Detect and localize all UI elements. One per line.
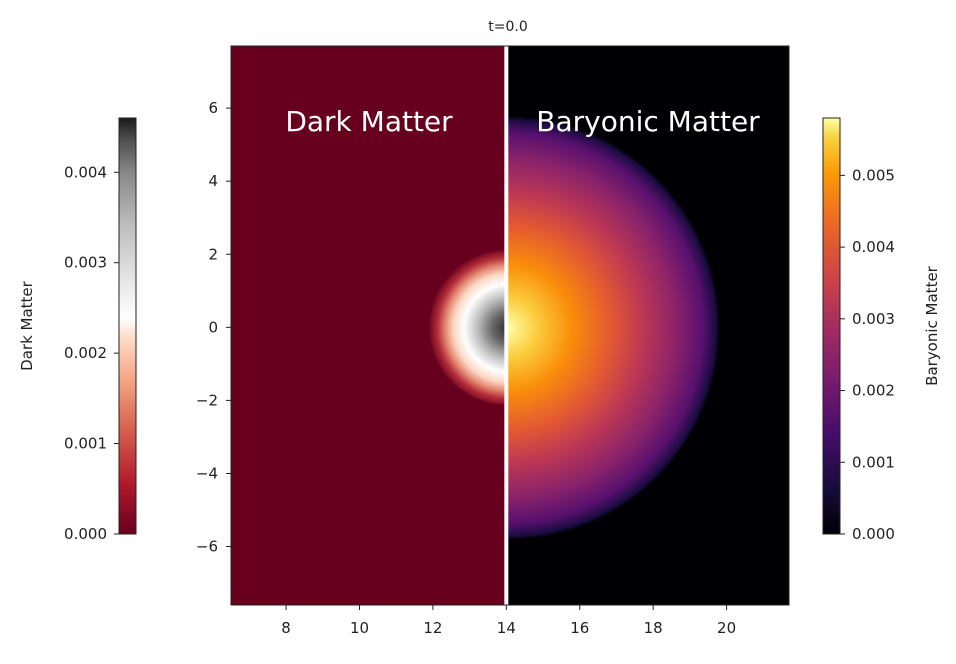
colorbar-tick-label: 0.002 [64, 344, 107, 362]
baryonic-matter-colorbar-gradient [822, 117, 841, 535]
baryonic-matter-colorbar-label: Baryonic Matter [923, 265, 941, 386]
dark-matter-colorbar-label: Dark Matter [18, 280, 36, 370]
colorbar-tick-label: 0.004 [852, 238, 895, 256]
x-tick-label: 14 [497, 619, 516, 637]
colorbar-tick-label: 0.003 [64, 254, 107, 272]
plot-frame [230, 45, 790, 606]
baryonic-matter-colorbar-ticks: 0.000 0.001 0.002 0.003 0.004 0.005 [840, 166, 895, 543]
x-tick-label: 18 [644, 619, 663, 637]
x-tick-label: 20 [717, 619, 736, 637]
colorbar-tick-label: 0.003 [852, 310, 895, 328]
y-tick-label: 0 [208, 318, 218, 336]
dark-matter-panel [231, 46, 508, 605]
chart-title: t=0.0 [488, 19, 527, 35]
dark-matter-colorbar-ticks: 0.000 0.001 0.002 0.003 0.004 [64, 163, 119, 543]
baryonic-matter-density-blob [508, 114, 720, 541]
colorbar-tick-label: 0.001 [64, 435, 107, 453]
colorbar-tick-label: 0.005 [852, 166, 895, 184]
y-tick-label: 6 [208, 99, 218, 117]
x-tick-label: 12 [423, 619, 442, 637]
x-tick-label: 8 [281, 619, 291, 637]
y-tick-label: 2 [208, 245, 218, 263]
y-tick-label: 4 [208, 172, 218, 190]
y-axis: 6 4 2 0 −2 −4 −6 [196, 99, 231, 556]
x-tick-label: 10 [350, 619, 369, 637]
x-tick-label: 16 [570, 619, 589, 637]
y-tick-label: −4 [196, 464, 218, 482]
colorbar-tick-label: 0.004 [64, 163, 107, 181]
y-tick-label: −2 [196, 391, 218, 409]
colorbar-tick-label: 0.002 [852, 382, 895, 400]
colorbar-tick-label: 0.000 [852, 525, 895, 543]
colorbar-tick-label: 0.000 [64, 525, 107, 543]
dark-matter-density-blob [429, 250, 508, 405]
baryonic-matter-colorbar: 0.000 0.001 0.002 0.003 0.004 0.005 Baryonic … [822, 117, 941, 543]
dark-matter-colorbar-gradient [118, 117, 137, 535]
x-axis: 8 10 12 14 16 18 20 [281, 605, 736, 637]
dark-matter-panel-label: Dark Matter [285, 105, 453, 138]
baryonic-matter-panel-label: Baryonic Matter [536, 105, 760, 138]
y-tick-label: −6 [196, 538, 218, 556]
dark-matter-colorbar: 0.000 0.001 0.002 0.003 0.004 Dark Matter [18, 117, 137, 543]
colorbar-tick-label: 0.001 [852, 453, 895, 471]
baryonic-matter-panel [508, 46, 789, 605]
